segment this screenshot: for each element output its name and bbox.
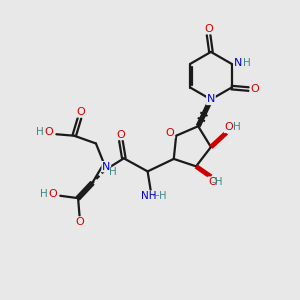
Text: H: H	[232, 122, 240, 132]
Text: H: H	[36, 127, 44, 137]
Text: O: O	[204, 24, 213, 34]
Text: N: N	[207, 94, 215, 104]
Text: O: O	[48, 189, 57, 199]
Text: H: H	[40, 189, 48, 199]
Text: -H: -H	[211, 177, 223, 187]
Text: O: O	[75, 217, 84, 227]
Text: O: O	[166, 128, 175, 138]
Text: O: O	[208, 177, 217, 187]
Text: H: H	[109, 167, 117, 177]
Text: O: O	[116, 130, 125, 140]
Text: O: O	[224, 122, 233, 132]
Text: O: O	[44, 127, 53, 137]
Text: O: O	[250, 84, 259, 94]
Text: NH: NH	[141, 191, 157, 201]
Text: N: N	[234, 58, 242, 68]
Text: O: O	[76, 107, 85, 117]
Text: −H: −H	[152, 191, 168, 201]
Text: H: H	[242, 58, 250, 68]
Text: N: N	[102, 162, 110, 172]
